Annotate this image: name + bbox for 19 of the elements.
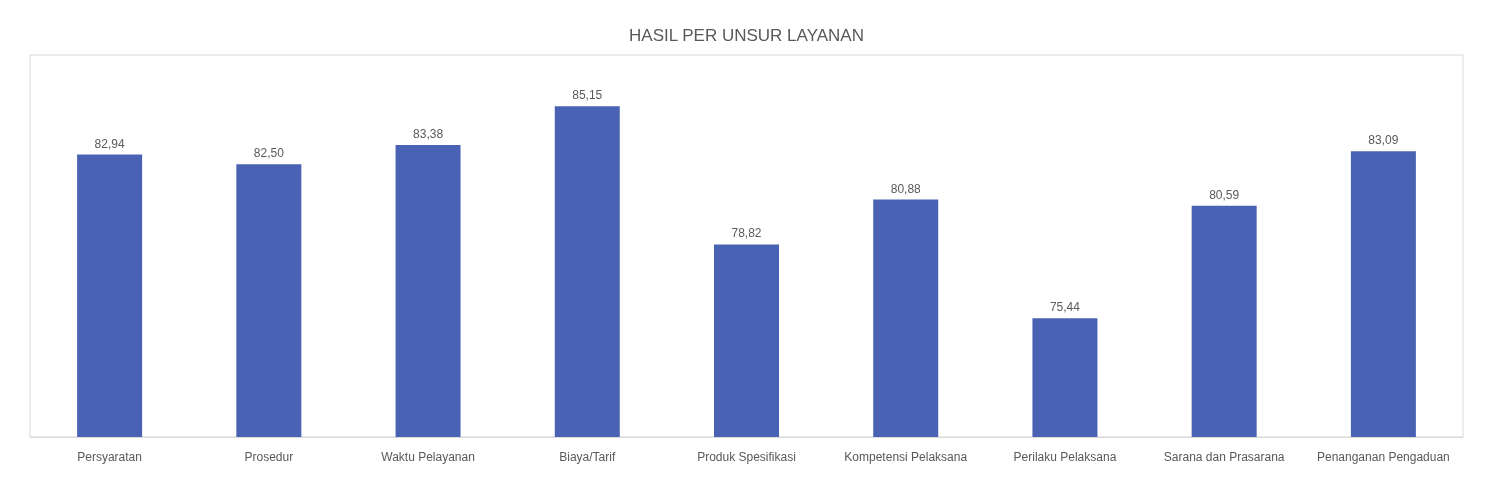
x-tick-label: Perilaku Pelaksana [1013,450,1117,464]
data-label: 83,38 [413,126,444,141]
x-tick-label: Waktu Pelayanan [381,450,475,464]
data-label: 83,09 [1368,133,1399,148]
data-label: 82,94 [94,136,125,151]
chart-title: HASIL PER UNSUR LAYANAN [629,26,864,45]
data-label: 75,44 [1049,300,1081,315]
x-tick-label: Prosedur [244,450,294,464]
x-tick-label: Sarana dan Prasarana [1163,450,1285,464]
x-tick-label: Penanganan Pengaduan [1316,450,1450,464]
x-tick-label: Produk Spesifikasi [697,450,796,464]
data-label: 78,82 [731,226,762,241]
data-label: 80,59 [1209,187,1240,202]
x-tick-label: Persyaratan [77,450,142,464]
data-label: 82,50 [253,146,285,161]
data-label: 80,88 [890,181,922,196]
x-tick-label: Kompetensi Pelaksana [844,450,968,464]
x-tick-label: Biaya/Tarif [559,450,616,464]
data-label: 85,15 [572,88,603,103]
